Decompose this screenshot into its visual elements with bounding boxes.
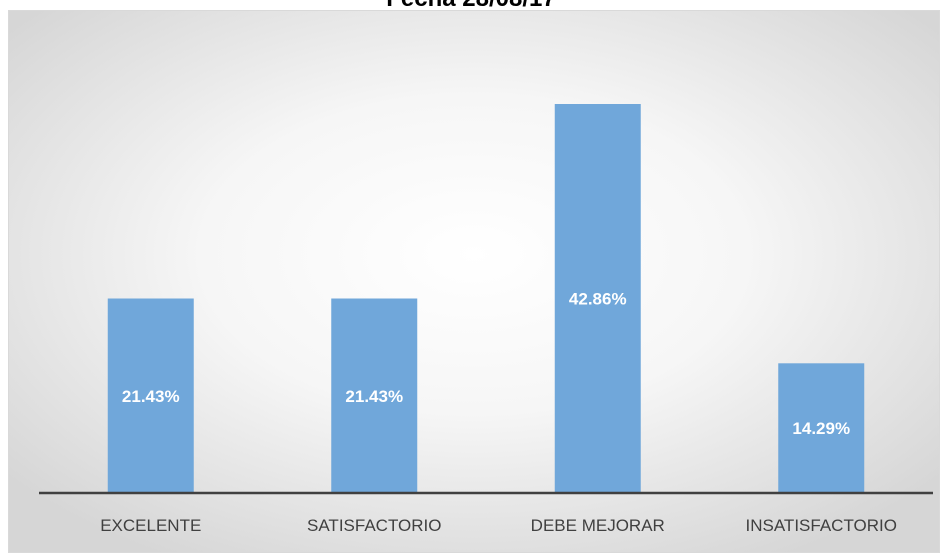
bar	[331, 298, 418, 493]
bar	[107, 298, 194, 493]
data-label: 14.29%	[792, 419, 850, 438]
x-tick-label: INSATISFACTORIO	[746, 516, 897, 535]
x-tick-label: DEBE MEJORAR	[531, 516, 665, 535]
x-tick-label: EXCELENTE	[100, 516, 201, 535]
x-tick-label: SATISFACTORIO	[307, 516, 441, 535]
chart-title: Fecha 28/08/17	[386, 0, 555, 12]
bar	[778, 363, 865, 493]
data-label: 21.43%	[122, 387, 180, 406]
bar	[554, 104, 641, 493]
data-label: 21.43%	[345, 387, 403, 406]
data-label: 42.86%	[569, 290, 627, 309]
